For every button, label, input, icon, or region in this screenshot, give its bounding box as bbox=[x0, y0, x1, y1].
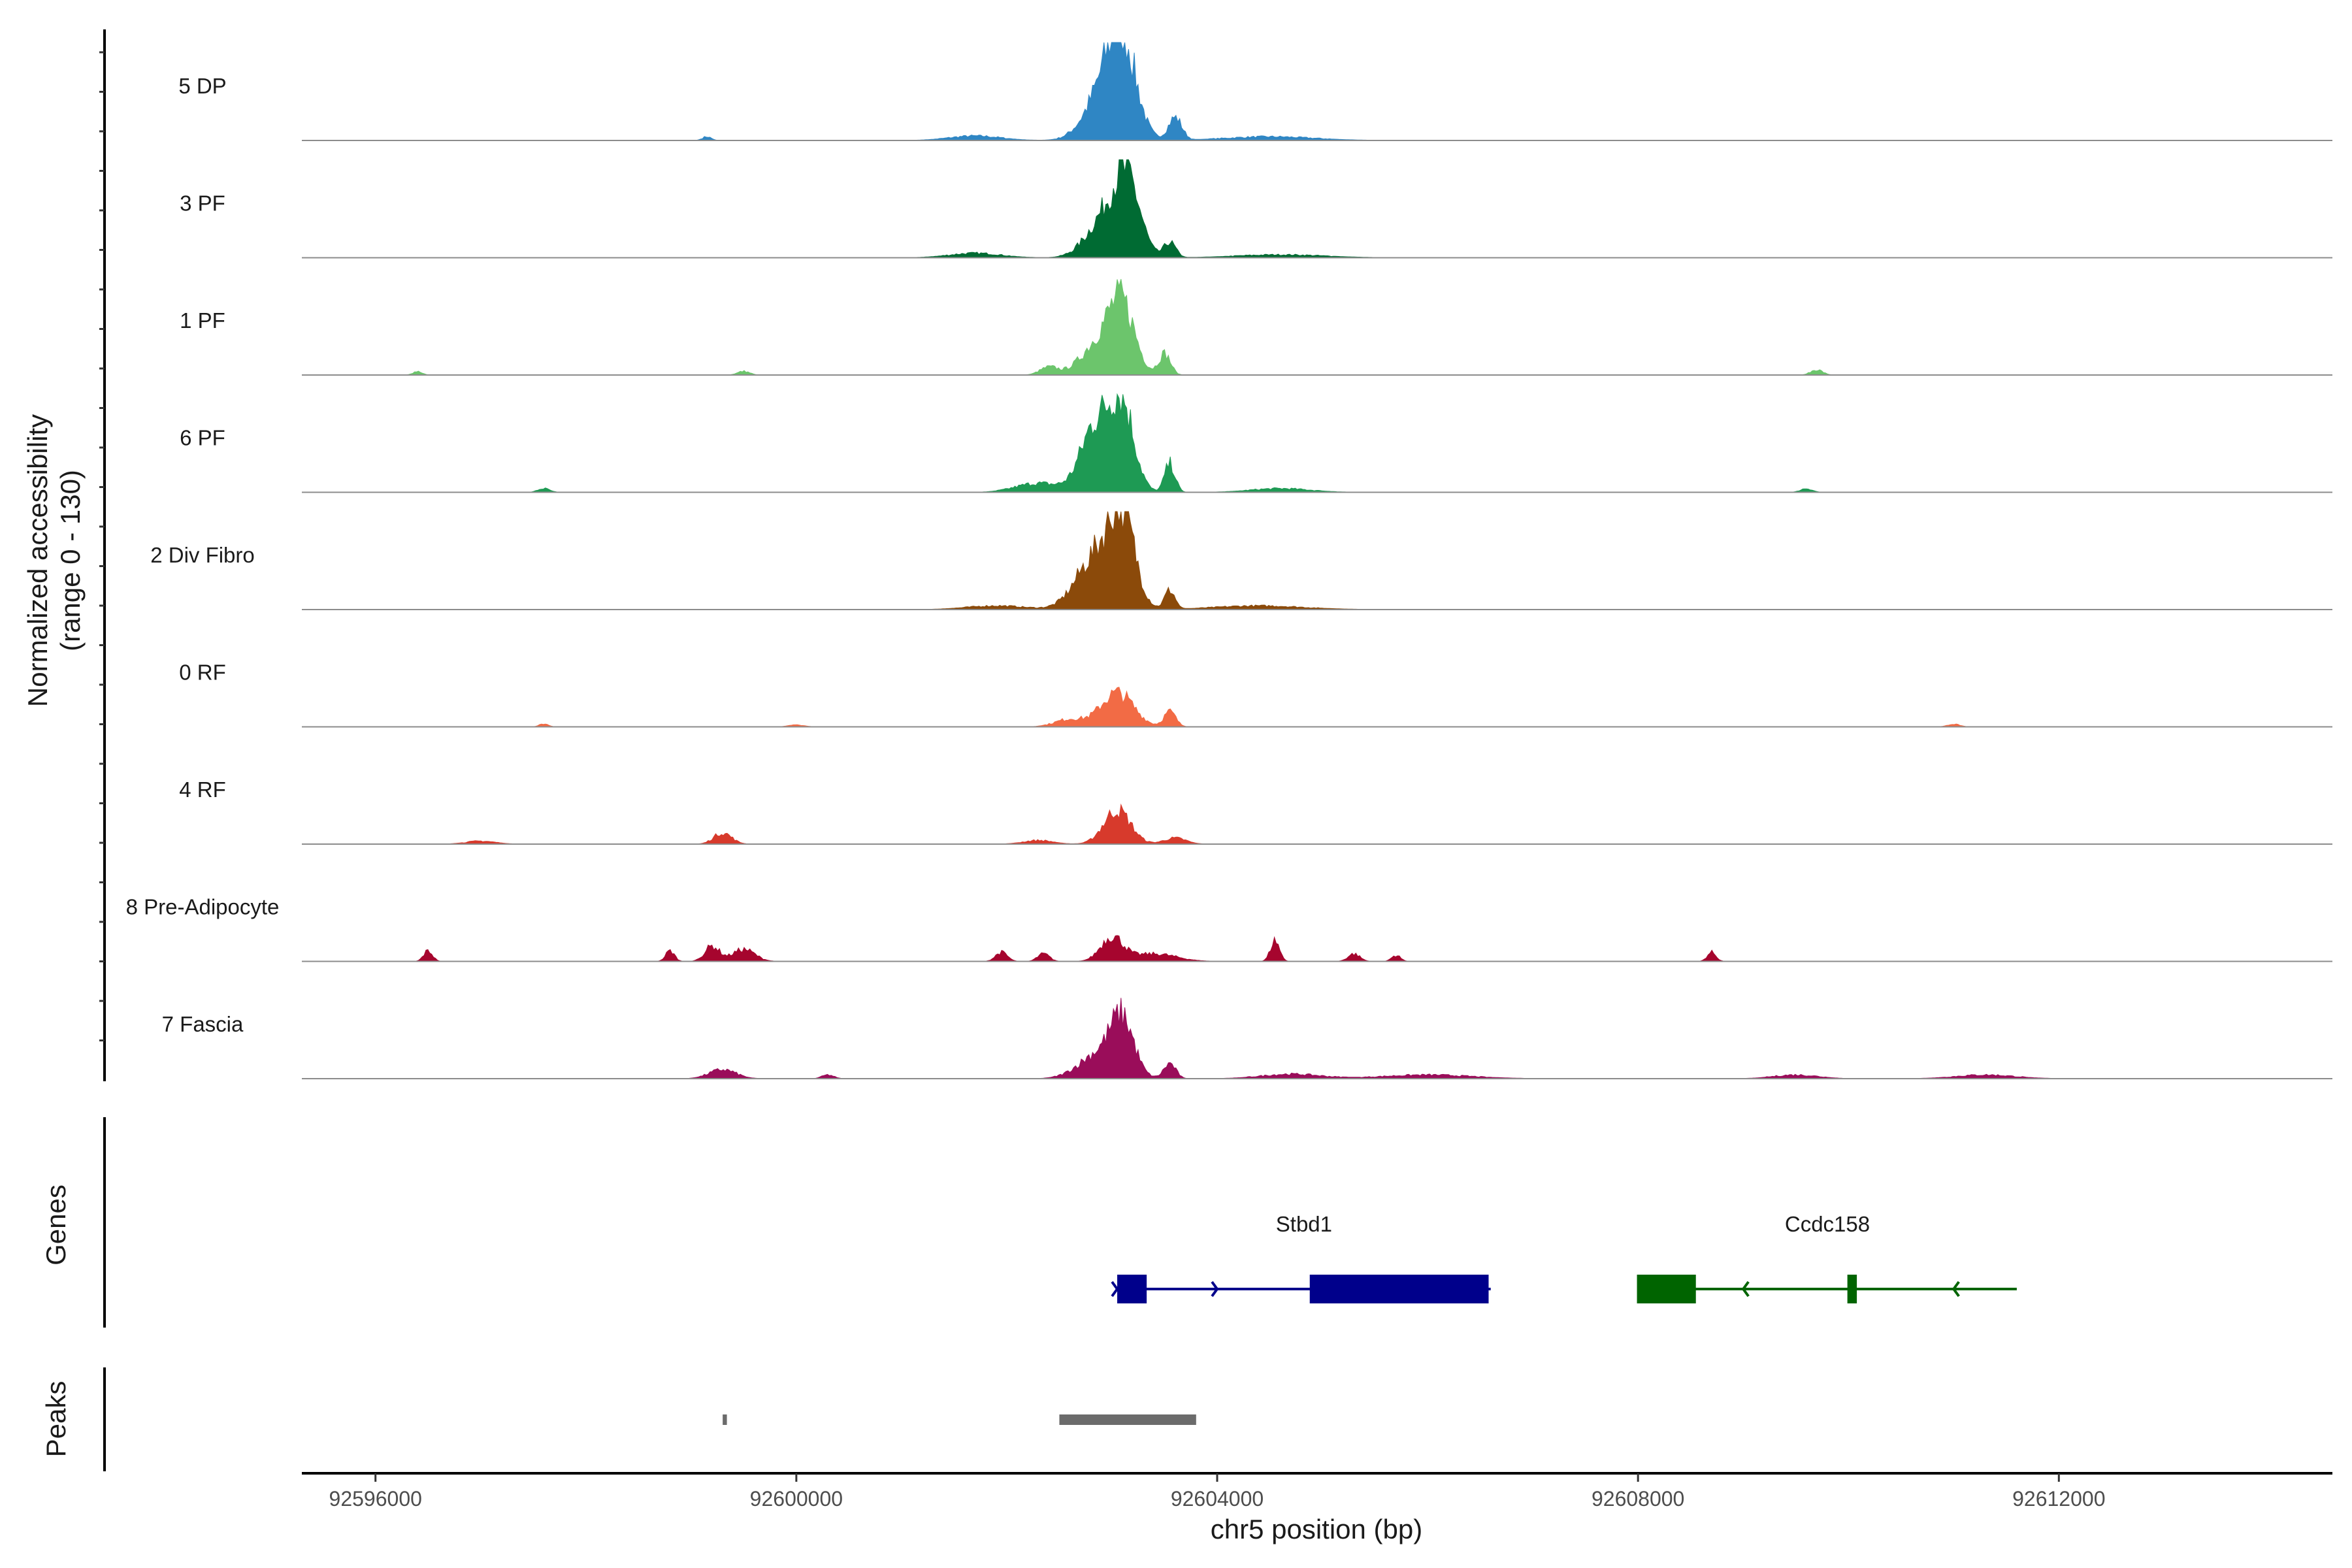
coverage-area bbox=[407, 159, 2112, 258]
genes-track-label: Genes bbox=[41, 1184, 71, 1266]
track-6-pf: 6 PF bbox=[180, 393, 2332, 493]
coverage-tracks: 5 DP 3 PF 1 PF 6 PF 2 Div Fibro 0 RF 4 RF 8 Pre… bbox=[126, 42, 2332, 1079]
track-label: 6 PF bbox=[180, 426, 225, 450]
coverage-area bbox=[407, 687, 2112, 727]
coverage-area bbox=[407, 998, 2112, 1079]
gene-stbd1: Stbd1 bbox=[1111, 1212, 1491, 1303]
gene-ccdc158: Ccdc158 bbox=[1637, 1212, 2017, 1303]
x-tick-label: 92612000 bbox=[2012, 1487, 2105, 1511]
track-label: 1 PF bbox=[180, 308, 225, 333]
peak-region bbox=[723, 1414, 727, 1425]
gene-exon bbox=[1117, 1275, 1147, 1303]
y-axis-label-range: (range 0 - 130) bbox=[55, 470, 86, 651]
track-label: 0 RF bbox=[179, 661, 226, 685]
coverage-area bbox=[407, 935, 2112, 962]
peak-region bbox=[1059, 1414, 1196, 1425]
genes-track: Stbd1 Ccdc158 bbox=[1111, 1212, 2017, 1303]
track-8-pre-adipocyte: 8 Pre-Adipocyte bbox=[126, 895, 2332, 962]
track-3-pf: 3 PF bbox=[180, 159, 2332, 259]
track-label: 7 Fascia bbox=[162, 1012, 244, 1036]
peaks-track bbox=[723, 1414, 1196, 1425]
x-tick-label: 92596000 bbox=[329, 1487, 422, 1511]
track-4-rf: 4 RF bbox=[179, 777, 2332, 845]
strand-arrow bbox=[1952, 1281, 1960, 1298]
coverage-area bbox=[406, 279, 2112, 376]
gene-label: Ccdc158 bbox=[1785, 1212, 1870, 1236]
track-label: 3 PF bbox=[180, 191, 225, 216]
track-label: 4 RF bbox=[179, 777, 226, 802]
track-label: 2 Div Fibro bbox=[150, 543, 255, 567]
gene-exon bbox=[1637, 1275, 1696, 1303]
track-1-pf: 1 PF bbox=[180, 279, 2332, 376]
x-axis-label: chr5 position (bp) bbox=[1211, 1514, 1423, 1544]
strand-arrow bbox=[1111, 1281, 1119, 1298]
track-label: 5 DP bbox=[178, 74, 226, 98]
gene-label: Stbd1 bbox=[1276, 1212, 1332, 1236]
x-axis: 92596000 92600000 92604000 92608000 92612000 bbox=[302, 1472, 2332, 1511]
track-7-fascia: 7 Fascia bbox=[162, 998, 2332, 1079]
strand-arrow bbox=[1211, 1281, 1219, 1298]
gene-exon bbox=[1309, 1275, 1489, 1303]
track-2-div-fibro: 2 Div Fibro bbox=[150, 511, 2332, 610]
coverage-area bbox=[407, 42, 2112, 141]
peaks-track-label: Peaks bbox=[41, 1381, 71, 1458]
y-axis-label: Normalized accessibility bbox=[22, 414, 53, 707]
x-tick-label: 92600000 bbox=[750, 1487, 843, 1511]
coverage-area bbox=[407, 511, 2112, 610]
y-axis bbox=[99, 29, 106, 1081]
gene-exon bbox=[1847, 1275, 1857, 1303]
track-0-rf: 0 RF bbox=[179, 661, 2332, 728]
x-tick-label: 92608000 bbox=[1592, 1487, 1684, 1511]
coverage-area bbox=[407, 393, 2112, 493]
track-5-dp: 5 DP bbox=[178, 42, 2332, 141]
x-tick-label: 92604000 bbox=[1171, 1487, 1264, 1511]
coverage-area bbox=[407, 803, 2112, 845]
strand-arrow bbox=[1741, 1281, 1750, 1298]
track-label: 8 Pre-Adipocyte bbox=[126, 895, 280, 919]
